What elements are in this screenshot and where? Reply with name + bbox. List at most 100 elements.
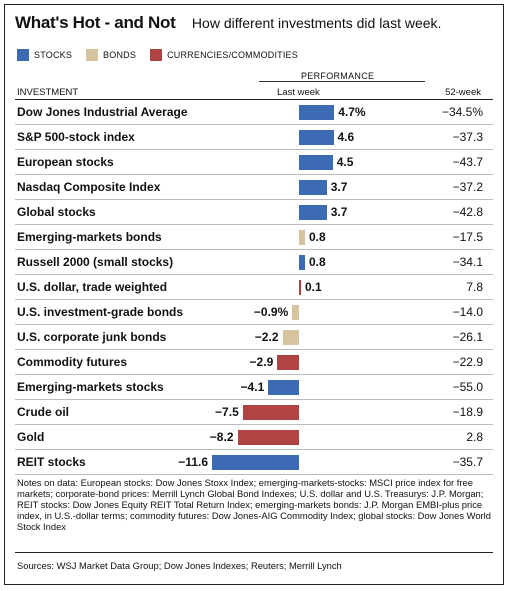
row-divider — [15, 199, 493, 200]
row-divider — [15, 249, 493, 250]
bar — [299, 280, 301, 295]
chart-header: What's Hot - and Not How different inves… — [15, 13, 441, 33]
week52-value: −37.3 — [452, 130, 483, 144]
week52-value: −18.9 — [452, 405, 483, 419]
bar-value-label: 0.1 — [305, 280, 322, 294]
performance-rule — [259, 81, 425, 82]
week52-value: −17.5 — [452, 230, 483, 244]
row-divider — [15, 324, 493, 325]
row-divider — [15, 274, 493, 275]
row-divider — [15, 474, 493, 475]
row-divider — [15, 424, 493, 425]
bar-value-label: −7.5 — [215, 405, 239, 419]
legend-label-stocks: STOCKS — [34, 50, 73, 60]
week52-value: −55.0 — [452, 380, 483, 394]
legend-item-commodities: CURRENCIES/COMMODITIES — [150, 49, 298, 61]
bar — [242, 405, 299, 420]
row-label: S&P 500-stock index — [17, 130, 135, 144]
bar-value-label: 3.7 — [330, 180, 348, 194]
bar — [299, 155, 333, 170]
legend-swatch-stocks — [17, 49, 29, 61]
bar — [237, 430, 299, 445]
week52-value: −43.7 — [452, 155, 483, 169]
bar — [299, 105, 335, 120]
bar — [292, 305, 299, 320]
table-row: Nasdaq Composite Index 3.7 −37.2 — [5, 175, 505, 200]
row-divider — [15, 449, 493, 450]
table-row: U.S. corporate junk bonds −2.2 −26.1 — [5, 325, 505, 350]
table-row: U.S. dollar, trade weighted 0.1 7.8 — [5, 275, 505, 300]
chart-title: What's Hot - and Not — [15, 13, 176, 32]
row-label: REIT stocks — [17, 455, 86, 469]
row-divider — [15, 349, 493, 350]
bar — [299, 180, 327, 195]
table-row: Emerging-markets stocks −4.1 −55.0 — [5, 375, 505, 400]
legend-label-commodities: CURRENCIES/COMMODITIES — [167, 50, 298, 60]
bar-value-label: 4.6 — [337, 130, 355, 144]
bar — [282, 330, 299, 345]
week52-value: −22.9 — [452, 355, 483, 369]
row-divider — [15, 299, 493, 300]
week52-value: −26.1 — [452, 330, 483, 344]
week52-value: −14.0 — [452, 305, 483, 319]
legend: STOCKS BONDS CURRENCIES/COMMODITIES — [17, 49, 312, 61]
row-divider — [15, 149, 493, 150]
chart-frame: What's Hot - and Not How different inves… — [4, 4, 504, 585]
table-row: Global stocks 3.7 −42.8 — [5, 200, 505, 225]
bar — [299, 255, 305, 270]
bar-value-label: −8.2 — [209, 430, 234, 444]
bar — [268, 380, 299, 395]
legend-item-stocks: STOCKS — [17, 49, 72, 61]
notes-rule — [15, 552, 493, 553]
bar — [277, 355, 299, 370]
bar-value-label: −0.9% — [253, 305, 289, 319]
row-label: Dow Jones Industrial Average — [17, 105, 188, 119]
row-label: Nasdaq Composite Index — [17, 180, 161, 194]
bar — [299, 205, 327, 220]
week52-value: 7.8 — [466, 280, 483, 294]
table-row: Gold −8.2 2.8 — [5, 425, 505, 450]
row-divider — [15, 124, 493, 125]
performance-heading: PERFORMANCE — [301, 71, 375, 81]
row-label: European stocks — [17, 155, 114, 169]
row-label: Commodity futures — [17, 355, 128, 369]
week52-column-header: 52-week — [445, 87, 481, 98]
week52-value: −35.7 — [452, 455, 483, 469]
row-label: Gold — [17, 430, 45, 444]
chart-subtitle: How different investments did last week. — [191, 15, 442, 31]
investment-column-header: INVESTMENT — [17, 87, 79, 98]
row-label: Russell 2000 (small stocks) — [17, 255, 174, 269]
bar-value-label: 0.8 — [309, 255, 326, 269]
bar-value-label: −2.9 — [249, 355, 274, 369]
row-divider — [15, 174, 493, 175]
week52-value: −37.2 — [452, 180, 483, 194]
row-divider — [15, 399, 493, 400]
bar-value-label: 4.7% — [338, 105, 366, 119]
bar — [299, 230, 305, 245]
bar-value-label: 3.7 — [330, 205, 348, 219]
table-row: Dow Jones Industrial Average 4.7% −34.5% — [5, 100, 505, 125]
legend-item-bonds: BONDS — [86, 49, 136, 61]
table-row: S&P 500-stock index 4.6 −37.3 — [5, 125, 505, 150]
legend-label-bonds: BONDS — [103, 50, 137, 60]
sources: Sources: WSJ Market Data Group; Dow Jone… — [17, 560, 342, 571]
bar — [212, 455, 299, 470]
row-label: Emerging-markets stocks — [17, 380, 164, 394]
table-row: Crude oil −7.5 −18.9 — [5, 400, 505, 425]
table-row: European stocks 4.5 −43.7 — [5, 150, 505, 175]
table-row: Russell 2000 (small stocks) 0.8 −34.1 — [5, 250, 505, 275]
week52-value: −42.8 — [452, 205, 483, 219]
bar-value-label: 0.8 — [309, 230, 326, 244]
row-label: U.S. dollar, trade weighted — [17, 280, 168, 294]
table-row: Emerging-markets bonds 0.8 −17.5 — [5, 225, 505, 250]
row-label: Emerging-markets bonds — [17, 230, 162, 244]
bar — [299, 130, 334, 145]
bar-value-label: 4.5 — [336, 155, 354, 169]
row-label: Crude oil — [17, 405, 70, 419]
row-divider — [15, 224, 493, 225]
notes: Notes on data: European stocks: Dow Jone… — [17, 477, 491, 532]
legend-swatch-bonds — [86, 49, 99, 61]
bar-value-label: −4.1 — [240, 380, 265, 394]
week52-value: −34.5% — [441, 105, 483, 119]
header-rule — [15, 99, 493, 100]
